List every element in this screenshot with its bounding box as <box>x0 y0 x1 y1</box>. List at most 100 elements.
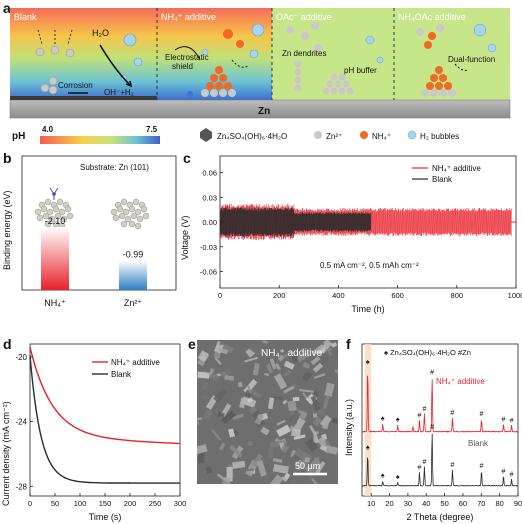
sem-flake <box>312 344 325 355</box>
c-xtick-label-4: 800 <box>451 291 464 300</box>
sem-flake <box>247 388 263 399</box>
zn-mark: # <box>502 416 506 423</box>
legend-label-nh4-d: NH₄⁺ additive <box>111 358 160 367</box>
sem-flake <box>319 444 328 452</box>
sem-flake <box>214 356 222 366</box>
sem-flake <box>197 420 200 425</box>
zn-mark: # <box>480 463 484 470</box>
sem-flake <box>289 425 295 431</box>
f-xtick-label-1: 20 <box>385 499 393 508</box>
label-oh-h2: OH⁻+H₂ <box>104 88 134 97</box>
legend-h2-icon <box>407 130 417 140</box>
bar-category-zn: Zn²⁺ <box>124 298 143 308</box>
d-xtick-label-5: 250 <box>149 499 162 508</box>
sem-flake <box>203 409 214 421</box>
sem-flake <box>224 374 235 381</box>
zhs-mark: ♠ <box>396 474 400 481</box>
zn-substrate <box>9 99 511 119</box>
section-title-oac: OAc⁻ additive <box>276 12 332 22</box>
sem-flake <box>239 397 247 409</box>
sem-flake <box>283 351 291 358</box>
sem-flake <box>218 442 226 451</box>
sem-flake <box>217 411 225 419</box>
bar-0 <box>41 227 69 290</box>
d-xtick-label-1: 50 <box>51 499 59 508</box>
oac-ions <box>286 22 384 95</box>
sem-flake <box>273 395 284 401</box>
sem-flake <box>248 405 258 415</box>
sem-flake <box>273 373 288 390</box>
sem-flake <box>322 340 332 349</box>
sem-flake <box>312 413 318 418</box>
sem-flake <box>293 434 306 440</box>
nh4oac-ions <box>416 23 497 97</box>
sem-flake <box>315 460 326 474</box>
panel-b-ylabel: Binding energy (eV) <box>2 190 12 270</box>
sem-flake <box>197 417 202 422</box>
d-xtick-label-4: 200 <box>124 499 137 508</box>
zhs-mark: ♠ <box>366 359 370 366</box>
sem-flake <box>256 459 267 477</box>
sem-flake <box>269 358 277 370</box>
ph-max: 7.5 <box>146 125 158 134</box>
xrd-series-0 <box>361 375 519 433</box>
zhs-mark: ♠ <box>381 415 385 422</box>
sem-flake <box>280 443 290 454</box>
sem-flake <box>287 480 297 484</box>
label-h2o: H₂O <box>92 28 109 38</box>
panel-letter-d: d <box>3 336 12 352</box>
sem-flake <box>229 444 243 458</box>
panel-c-annotation: 0.5 mA cm⁻², 0.5 mAh cm⁻² <box>320 261 419 270</box>
electrolyte-acidic <box>10 8 272 100</box>
c-ytick-label-1: -0.03 <box>200 243 217 252</box>
legend-nh4-icon <box>360 131 368 139</box>
legend-zn-ion-label: Zn²⁺ <box>326 132 342 141</box>
slab-model-nh4 <box>34 198 74 230</box>
legend-zhs <box>200 128 212 142</box>
f-xtick-label-4: 50 <box>440 499 448 508</box>
sem-flake <box>272 463 289 474</box>
sem-flake <box>291 428 301 437</box>
c-ytick-label-2: 0.00 <box>202 218 217 227</box>
zn-mark: # <box>422 459 426 466</box>
sem-flake <box>249 343 264 356</box>
sem-flake <box>228 428 236 438</box>
section-title-blank: Blank <box>14 12 37 22</box>
sem-flake <box>197 444 208 456</box>
zhs-mark: ♠ <box>366 445 370 452</box>
panel-a-schematic: Blank NH₄⁺ additive OAc⁻ additive NH₄OAc… <box>9 8 511 144</box>
section-title-nh4oac: NH₄OAc additive <box>398 12 466 22</box>
legend-zn-ion-icon <box>314 131 322 139</box>
label-corrosion: Corrosion <box>58 81 93 90</box>
sem-flake <box>283 360 295 370</box>
sem-flake <box>305 438 318 452</box>
zhs-layer <box>10 96 157 100</box>
sem-flake <box>219 340 226 346</box>
sem-flake <box>334 369 338 373</box>
sem-flake <box>330 341 338 348</box>
d-xtick-label-0: 0 <box>28 499 32 508</box>
sem-flake <box>277 354 285 362</box>
panel-letter-e: e <box>188 336 196 352</box>
sem-flake <box>337 350 338 355</box>
sem-flake <box>309 425 319 438</box>
f-xtick-label-7: 80 <box>495 499 503 508</box>
legend-label-blank: Blank <box>432 175 453 184</box>
sem-flake <box>295 350 311 364</box>
sem-flake <box>220 479 237 484</box>
sem-flake <box>312 416 323 427</box>
section-title-nh4: NH₄⁺ additive <box>161 12 216 22</box>
sem-flake <box>254 413 264 425</box>
panel-c-ylabel: Voltage (V) <box>180 215 190 260</box>
sem-flake <box>213 387 228 403</box>
current-series-1 <box>29 355 180 484</box>
panel-c-xlabel: Time (h) <box>351 304 384 314</box>
panel-d-ylabel: Current density (mA cm⁻²) <box>1 401 11 506</box>
bar-value-zn: -0.99 <box>123 249 144 259</box>
bar-value-nh4: -2.10 <box>45 216 66 226</box>
nh4-ions <box>174 23 265 97</box>
legend-zhs-label: Zn₄SO₄(OH)₆·4H₂O <box>217 132 287 141</box>
label-zn-dendrites: Zn dendrites <box>282 49 326 58</box>
d-ytick-label-2: -28 <box>15 482 27 491</box>
d-xtick-label-3: 150 <box>99 499 112 508</box>
